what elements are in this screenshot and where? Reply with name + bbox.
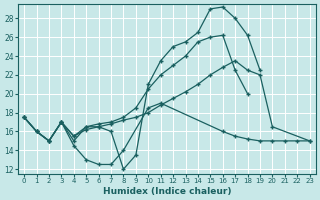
X-axis label: Humidex (Indice chaleur): Humidex (Indice chaleur) bbox=[103, 187, 231, 196]
